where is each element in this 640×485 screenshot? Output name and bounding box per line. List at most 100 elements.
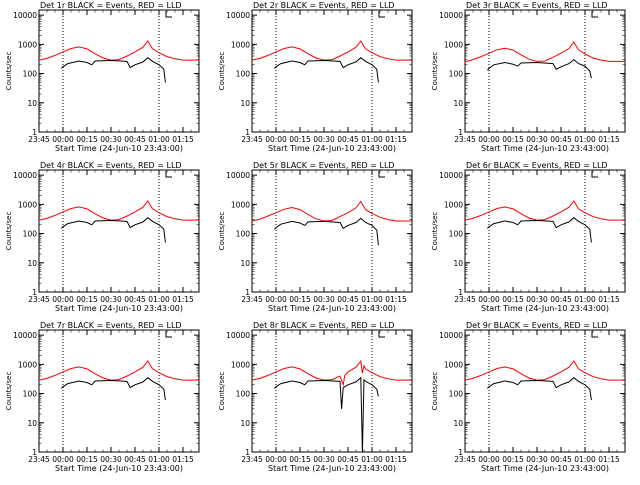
y-tick-label: 1 xyxy=(32,288,37,297)
events-series-line xyxy=(487,217,592,243)
x-tick-label: 01:15 xyxy=(385,295,407,304)
x-tick-label: 00:00 xyxy=(478,135,500,144)
y-tick-label: 10000 xyxy=(13,171,37,180)
plot-title: Det 8r BLACK = Events, RED = LLD xyxy=(253,321,395,330)
x-tick-label: 01:15 xyxy=(385,455,407,464)
y-tick-label: 10000 xyxy=(13,11,37,20)
lld-series-line xyxy=(38,360,199,381)
corner-mark-icon xyxy=(378,11,385,18)
x-tick-label: 00:15 xyxy=(76,295,98,304)
y-tick-label: 1000 xyxy=(18,40,37,49)
x-tick-label: 00:00 xyxy=(478,455,500,464)
y-axis-label: Counts/sec xyxy=(431,52,439,91)
x-tick-label: 01:00 xyxy=(148,455,170,464)
x-tick-label: 00:30 xyxy=(100,135,122,144)
y-tick-label: 1 xyxy=(458,448,463,457)
corner-mark-icon xyxy=(591,171,598,178)
x-tick-label: 00:45 xyxy=(124,135,146,144)
y-tick-label: 10 xyxy=(240,99,250,108)
lld-series-line xyxy=(464,200,625,221)
x-tick-label: 23:45 xyxy=(28,295,50,304)
x-axis-label: Start Time (24-Jun-10 23:43:00) xyxy=(481,144,609,153)
events-series-line xyxy=(487,58,592,79)
x-tick-label: 01:15 xyxy=(172,455,194,464)
plot-panel: 1 10 100 1000 10000 23:45 00:00 00:15 00:30 00:45… xyxy=(218,161,413,313)
x-tick-label: 01:15 xyxy=(385,135,407,144)
x-tick-label: 01:00 xyxy=(574,295,596,304)
x-tick-label: 00:45 xyxy=(337,455,359,464)
x-tick-label: 01:00 xyxy=(574,455,596,464)
events-series-line xyxy=(61,377,166,401)
x-tick-label: 00:15 xyxy=(289,295,311,304)
y-tick-label: 100 xyxy=(236,230,251,239)
x-tick-label: 00:45 xyxy=(124,455,146,464)
plot-panel: 1 10 100 1000 10000 23:45 00:00 00:15 00:30 00:45… xyxy=(5,321,200,473)
y-axis-label: Counts/sec xyxy=(5,212,13,251)
x-tick-label: 23:45 xyxy=(28,455,50,464)
x-tick-label: 00:15 xyxy=(76,135,98,144)
lld-series-line xyxy=(464,41,625,63)
y-tick-label: 10000 xyxy=(13,331,37,340)
x-axis-label: Start Time (24-Jun-10 23:43:00) xyxy=(481,464,609,473)
x-axis-label: Start Time (24-Jun-10 23:43:00) xyxy=(268,464,396,473)
corner-mark-icon xyxy=(378,171,385,178)
y-tick-label: 1000 xyxy=(18,200,37,209)
y-tick-label: 1000 xyxy=(231,200,250,209)
x-axis-label: Start Time (24-Jun-10 23:43:00) xyxy=(268,304,396,313)
lld-series-line xyxy=(251,359,412,387)
x-tick-label: 00:15 xyxy=(502,295,524,304)
x-tick-label: 01:15 xyxy=(598,455,620,464)
x-axis-label: Start Time (24-Jun-10 23:43:00) xyxy=(268,144,396,153)
y-tick-label: 100 xyxy=(449,70,464,79)
plot-panel: 1 10 100 1000 10000 23:45 00:00 00:15 00:30 00:45… xyxy=(5,161,200,313)
x-tick-label: 00:45 xyxy=(550,135,572,144)
y-tick-label: 100 xyxy=(23,70,38,79)
x-tick-label: 00:00 xyxy=(52,135,74,144)
y-tick-label: 1 xyxy=(245,448,250,457)
x-tick-label: 00:00 xyxy=(52,455,74,464)
y-tick-label: 1000 xyxy=(18,360,37,369)
y-axis-label: Counts/sec xyxy=(5,372,13,411)
y-tick-label: 10 xyxy=(240,419,250,428)
corner-mark-icon xyxy=(165,11,172,18)
x-tick-label: 00:15 xyxy=(289,135,311,144)
x-tick-label: 23:45 xyxy=(241,295,263,304)
y-tick-label: 100 xyxy=(236,390,251,399)
events-series-line xyxy=(274,376,379,453)
x-tick-label: 00:30 xyxy=(313,135,335,144)
corner-mark-icon xyxy=(591,11,598,18)
x-tick-label: 00:00 xyxy=(478,295,500,304)
y-tick-label: 10 xyxy=(453,99,463,108)
y-tick-label: 1 xyxy=(458,128,463,137)
x-tick-label: 00:30 xyxy=(526,295,548,304)
y-tick-label: 1 xyxy=(32,128,37,137)
y-tick-label: 1000 xyxy=(231,360,250,369)
y-axis-label: Counts/sec xyxy=(5,52,13,91)
y-tick-label: 10000 xyxy=(439,11,463,20)
x-tick-label: 23:45 xyxy=(241,455,263,464)
x-tick-label: 00:45 xyxy=(550,295,572,304)
x-tick-label: 00:15 xyxy=(502,135,524,144)
plot-panel: 1 10 100 1000 10000 23:45 00:00 00:15 00:30 00:45… xyxy=(5,1,200,153)
plot-title: Det 2r BLACK = Events, RED = LLD xyxy=(253,1,395,10)
y-tick-label: 100 xyxy=(449,390,464,399)
y-axis-label: Counts/sec xyxy=(218,372,226,411)
x-tick-label: 01:00 xyxy=(574,135,596,144)
plot-title: Det 3r BLACK = Events, RED = LLD xyxy=(466,1,608,10)
y-tick-label: 10 xyxy=(27,259,37,268)
y-tick-label: 1000 xyxy=(231,40,250,49)
y-axis-label: Counts/sec xyxy=(218,52,226,91)
y-tick-label: 1 xyxy=(245,128,250,137)
x-tick-label: 00:45 xyxy=(337,295,359,304)
y-tick-label: 10000 xyxy=(439,171,463,180)
y-tick-label: 10000 xyxy=(226,11,250,20)
x-tick-label: 00:00 xyxy=(265,135,287,144)
y-tick-label: 100 xyxy=(449,230,464,239)
x-tick-label: 00:00 xyxy=(265,455,287,464)
x-tick-label: 23:45 xyxy=(454,455,476,464)
x-tick-label: 00:15 xyxy=(289,455,311,464)
y-tick-label: 10000 xyxy=(226,331,250,340)
x-tick-label: 00:00 xyxy=(52,295,74,304)
y-tick-label: 1 xyxy=(245,288,250,297)
corner-mark-icon xyxy=(591,331,598,338)
